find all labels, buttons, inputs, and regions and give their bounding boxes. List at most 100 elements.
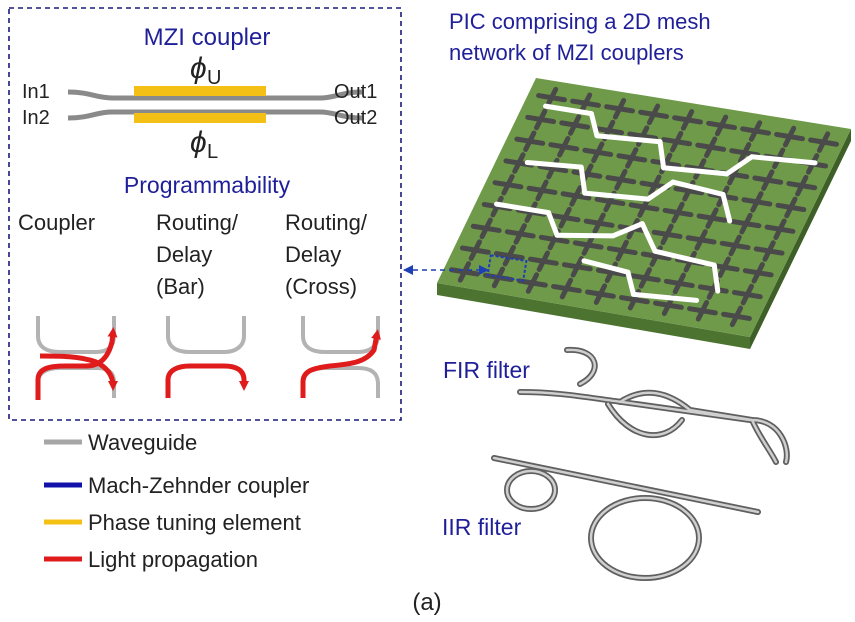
mesh-waveguide-segment: [748, 120, 763, 142]
pic-board-side-right: [750, 129, 851, 349]
light-path-segment: [554, 232, 616, 239]
mesh-waveguide-segment: [544, 86, 559, 109]
mesh-waveguide-segment: [695, 300, 710, 322]
light-path-segment: [639, 221, 658, 254]
phi-u-symbol: ϕ: [190, 52, 207, 85]
light-path-segment: [724, 154, 755, 177]
light-path-segment: [494, 201, 552, 216]
light-path-segment: [524, 159, 584, 170]
mesh-waveguide-segment: [614, 168, 628, 191]
mesh-waveguide-segment: [784, 196, 798, 219]
pic-board-side-left: [437, 283, 750, 349]
mesh-waveguide-segment: [671, 201, 685, 224]
light-path-segment: [546, 210, 560, 238]
mesh-waveguide-segment: [534, 108, 548, 131]
phase-tuning-upper: [134, 86, 266, 96]
mesh-waveguide-segment: [739, 212, 753, 235]
mesh-waveguide-segment: [512, 152, 526, 174]
mesh-waveguide-segment: [501, 174, 515, 196]
fir-filter-drawing: [517, 346, 790, 465]
mzi-panel-frame: [8, 7, 402, 421]
mesh-waveguide-segment: [569, 185, 583, 207]
mesh-waveguide-segment: [660, 223, 674, 246]
mesh-waveguide-segment: [591, 141, 605, 164]
light-path-segment: [645, 179, 676, 202]
light-path-segment: [582, 190, 651, 202]
mesh-waveguide-segment: [740, 283, 754, 306]
mesh-waveguide-segment: [816, 131, 831, 153]
light-path-segment: [661, 165, 730, 177]
mesh-waveguide-segment: [694, 229, 708, 251]
mesh-waveguide-segment: [502, 244, 516, 267]
mesh-waveguide-segment: [535, 179, 549, 202]
bar-state-diagram: [165, 316, 249, 398]
mesh-waveguide-segment: [728, 234, 742, 257]
mesh-waveguide-segment: [750, 191, 764, 213]
mesh-waveguide-segment: [592, 212, 606, 234]
mzi-title: MZI coupler: [144, 24, 271, 51]
mesh-waveguide-segment: [795, 174, 809, 197]
phi-l-subscript: L: [207, 141, 218, 163]
pic-title-line1: PIC comprising a 2D mesh: [449, 9, 711, 34]
mesh-waveguide-segment: [680, 109, 695, 131]
mesh-waveguide-segment: [568, 114, 582, 136]
mesh-waveguide-segment: [761, 169, 775, 191]
cross-label-line2: Delay: [285, 242, 341, 267]
mesh-waveguide-segment: [638, 267, 652, 289]
light-path-segment: [670, 179, 726, 197]
light-path-segment: [720, 191, 733, 224]
bar-label-line2: Delay: [156, 242, 212, 267]
mesh-waveguide-segment: [612, 98, 627, 120]
figure-caption: (a): [412, 589, 441, 616]
mesh-waveguide-segment: [672, 272, 686, 295]
cross-state-diagram: [300, 316, 381, 398]
light-path-segment: [749, 154, 818, 166]
programmability-title: Programmability: [124, 172, 291, 198]
iir-filter-drawing: [491, 455, 761, 581]
mesh-waveguide-segment: [646, 103, 661, 126]
cross-label-line1: Routing/: [285, 210, 368, 235]
mesh-light-path: [494, 103, 818, 303]
out1-label: Out1: [334, 81, 377, 103]
cross-label-line3: (Cross): [285, 274, 357, 299]
coupler-label: Coupler: [18, 210, 95, 235]
light-path-segment: [630, 291, 700, 303]
in1-label: In1: [22, 81, 50, 103]
light-path-segment: [625, 269, 636, 297]
mesh-waveguide-segment: [714, 114, 729, 137]
mesh-waveguide-segment: [523, 130, 537, 152]
mesh-waveguide-segment: [536, 250, 550, 272]
mzi-schematic: [67, 86, 363, 123]
mesh-waveguide-segment: [751, 262, 765, 284]
mesh-waveguide-segment: [773, 218, 787, 240]
bar-label-line1: Routing/: [156, 210, 239, 235]
light-path-segment: [657, 139, 667, 171]
legend-label-mzi: Mach-Zehnder coupler: [88, 473, 309, 498]
phi-u-subscript: U: [207, 67, 221, 89]
legend-label-waveguide: Waveguide: [88, 430, 197, 455]
light-path-segment: [581, 258, 631, 275]
legend: Waveguide Mach-Zehnder coupler Phase tun…: [44, 430, 309, 572]
iir-label: IIR filter: [442, 514, 522, 540]
coupler-state-diagram: [35, 316, 118, 400]
mesh-waveguide-segment: [738, 142, 752, 164]
light-path-segment: [711, 262, 721, 294]
mesh-waveguide-segment: [559, 277, 574, 300]
mzi-mesh-grid: [449, 86, 839, 328]
light-path-segment: [578, 164, 588, 196]
out2-label: Out2: [334, 107, 377, 129]
mesh-waveguide-segment: [525, 272, 540, 294]
mesh-waveguide-segment: [762, 240, 776, 262]
mesh-waveguide-segment: [782, 125, 797, 148]
mesh-waveguide-segment: [704, 136, 718, 158]
mesh-waveguide-segment: [615, 239, 629, 262]
pic-board: [437, 78, 851, 349]
mesh-waveguide-segment: [717, 256, 731, 278]
bar-label-line3: (Bar): [156, 274, 205, 299]
mesh-waveguide-segment: [558, 206, 572, 229]
phi-l-symbol: ϕ: [190, 126, 207, 159]
mesh-waveguide-segment: [705, 207, 719, 229]
mesh-waveguide-segment: [513, 223, 527, 245]
fir-label: FIR filter: [443, 357, 530, 383]
